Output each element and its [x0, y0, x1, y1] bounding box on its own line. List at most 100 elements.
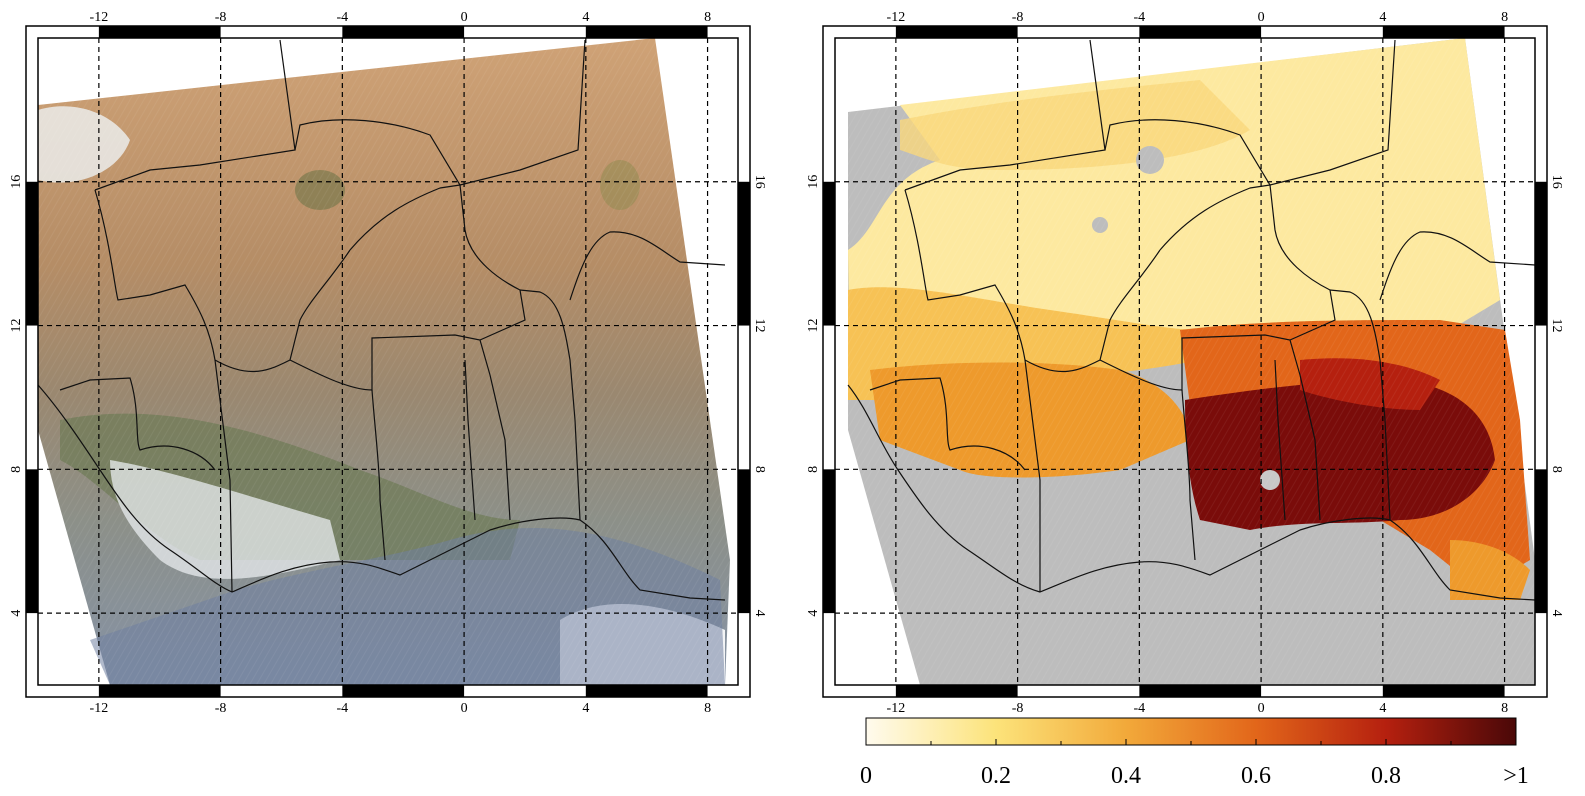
lat-tick-label: 12: [806, 319, 821, 333]
lon-tick-label: 8: [1501, 701, 1508, 716]
border: [1379, 231, 1536, 301]
frame-bar: [823, 469, 835, 614]
frame-bar: [1139, 26, 1262, 38]
border: [214, 359, 233, 593]
border: [1181, 389, 1196, 561]
frame-bar: [1139, 685, 1262, 697]
lon-tick-label: 8: [704, 701, 711, 716]
frame-bar: [738, 469, 750, 614]
colorbar-ticks: 0 0.2 0.4 0.6 0.8 >1: [860, 739, 1529, 789]
border: [1104, 39, 1396, 186]
coastline: [37, 384, 726, 601]
frame-bar: [98, 685, 221, 697]
border: [59, 377, 216, 471]
colorbar-tick-label: 0.6: [1241, 763, 1271, 789]
lon-tick-label: 0: [1258, 701, 1265, 716]
lat-tick-label: 12: [9, 319, 24, 333]
borders: [37, 39, 726, 601]
frame-bar: [585, 26, 708, 38]
coastline: [847, 384, 1536, 601]
lat-tick-label: 8: [1549, 466, 1564, 473]
frame-bar: [98, 26, 221, 38]
lon-tick-label: -8: [1012, 701, 1024, 716]
border: [1329, 289, 1391, 521]
border: [349, 184, 461, 251]
lon-tick-label: 0: [1258, 10, 1265, 25]
lon-tick-label: -12: [90, 701, 109, 716]
border: [289, 249, 351, 361]
border: [904, 189, 1321, 521]
colorbar-tick-label: 0.8: [1371, 763, 1401, 789]
lon-tick-label: 0: [461, 701, 468, 716]
frame-bar: [738, 181, 750, 326]
colorbar: 0 0.2 0.4 0.6 0.8 >1: [860, 717, 1529, 789]
lon-tick-label: -12: [887, 701, 906, 716]
axis-ticks: -12 -12 -8 -8 -4 -4 0 0 4 4 8 8 4 4 8 8 12 12 16 16: [9, 10, 767, 716]
lon-tick-label: 4: [582, 701, 589, 716]
lon-tick-label: -12: [90, 10, 109, 25]
frame-bar: [342, 26, 465, 38]
border: [904, 39, 1106, 191]
border: [1159, 184, 1271, 251]
lon-tick-label: -4: [1134, 701, 1146, 716]
lon-tick-label: -4: [337, 10, 349, 25]
aod-map: -12 -12 -8 -8 -4 -4 0 0 4 4 8 8 4 4 8 8 12 12 16 16: [806, 10, 1564, 716]
frame-bar: [26, 181, 38, 326]
frame-bar: [823, 181, 835, 326]
border: [519, 289, 581, 521]
lon-tick-label: -8: [215, 10, 227, 25]
border: [1269, 184, 1336, 341]
lon-tick-label: 8: [1501, 10, 1508, 25]
border: [459, 184, 526, 341]
colorbar-tick-label: 0.2: [981, 763, 1011, 789]
lon-tick-label: 8: [704, 10, 711, 25]
border: [1099, 249, 1161, 361]
lon-tick-label: -4: [337, 701, 349, 716]
borders: [847, 39, 1536, 601]
frame-bar: [26, 469, 38, 614]
lon-tick-label: 4: [1379, 10, 1386, 25]
frame-bar: [895, 685, 1018, 697]
frame-bar: [342, 685, 465, 697]
lat-tick-label: 12: [752, 319, 767, 333]
lat-tick-label: 8: [9, 466, 24, 473]
lat-tick-label: 8: [806, 466, 821, 473]
lon-tick-label: -12: [887, 10, 906, 25]
border: [1024, 359, 1041, 592]
colorbar-tick-label: >1: [1503, 763, 1529, 789]
lat-tick-label: 4: [9, 610, 24, 617]
frame-bar: [585, 685, 708, 697]
lon-tick-label: 4: [582, 10, 589, 25]
true-color-map: -12 -12 -8 -8 -4 -4 0 0 4 4 8 8 4 4 8 8 12 12 16 16: [9, 10, 767, 716]
lon-tick-label: -8: [215, 701, 227, 716]
border: [464, 359, 476, 521]
lat-tick-label: 16: [9, 175, 24, 189]
lon-tick-label: -4: [1134, 10, 1146, 25]
lat-tick-label: 4: [752, 610, 767, 617]
border: [294, 39, 586, 186]
lat-tick-label: 16: [806, 175, 821, 189]
lon-tick-label: -8: [1012, 10, 1024, 25]
lat-tick-label: 16: [1549, 175, 1564, 189]
lon-tick-label: 4: [1379, 701, 1386, 716]
lon-tick-label: 0: [461, 10, 468, 25]
lat-tick-label: 4: [1549, 610, 1564, 617]
border: [569, 231, 726, 301]
lat-tick-label: 12: [1549, 319, 1564, 333]
axis-ticks: -12 -12 -8 -8 -4 -4 0 0 4 4 8 8 4 4 8 8 12 12 16 16: [806, 10, 1564, 716]
frame-bar: [895, 26, 1018, 38]
border: [94, 39, 296, 191]
aod-field: [835, 38, 1535, 685]
border: [869, 377, 1026, 471]
frame-bar: [1382, 685, 1505, 697]
border: [371, 389, 386, 561]
lat-tick-label: 16: [752, 175, 767, 189]
true-color-swath: [38, 38, 738, 685]
border: [94, 189, 511, 521]
lat-tick-label: 4: [806, 610, 821, 617]
lat-tick-label: 8: [752, 466, 767, 473]
frame-bar: [1535, 181, 1547, 326]
colorbar-tick-label: 0.4: [1111, 763, 1141, 789]
colorbar-tick-label: 0: [860, 763, 872, 789]
